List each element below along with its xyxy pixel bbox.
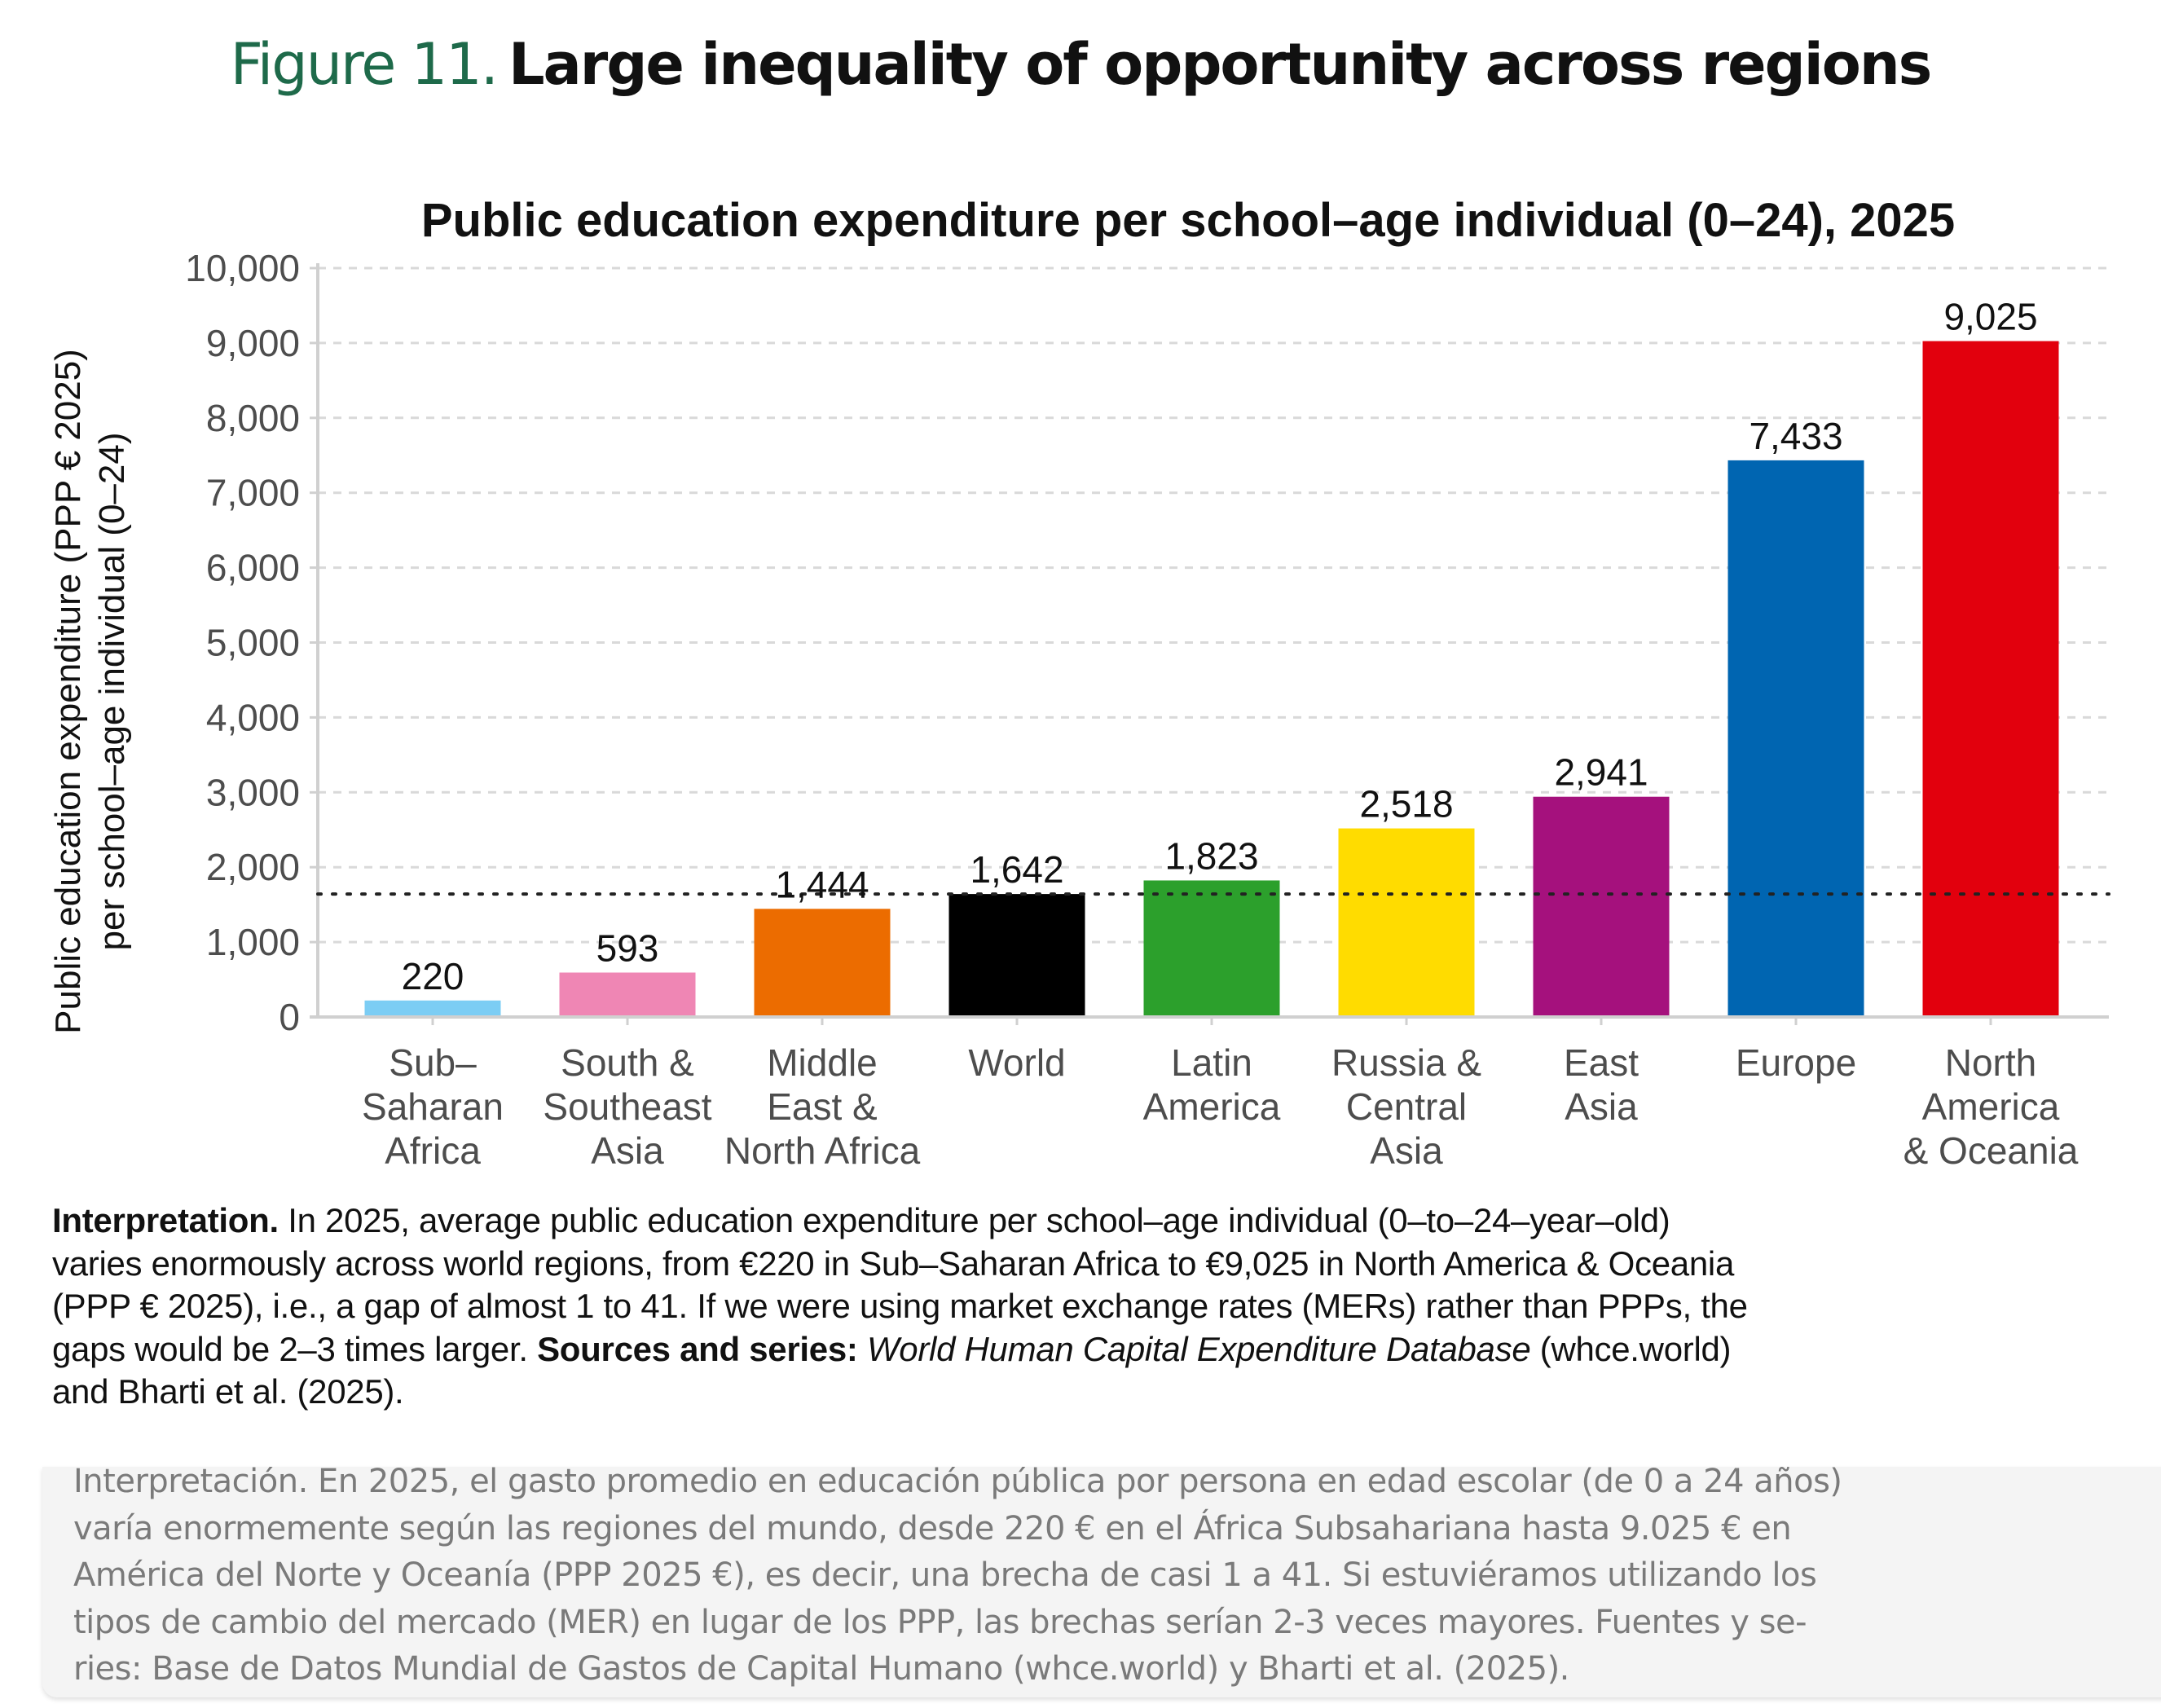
value-labels: 220 593 1,444 1,642 1,823 2,518 2,941 7,433 9,02… — [402, 296, 2038, 997]
interpretation-line: gaps would be 2–3 times larger. Sources … — [52, 1328, 2138, 1371]
value-label: 9,025 — [1943, 296, 2037, 338]
x-tick-label: South & — [561, 1041, 694, 1084]
x-tick-label: Sub– — [389, 1041, 477, 1084]
bars — [364, 341, 2059, 1017]
x-tick-label: Asia — [1565, 1085, 1638, 1128]
italic-text: World Human Capital Expenditure Database — [866, 1329, 1531, 1368]
translation-line: América del Norte y Oceanía (PPP 2025 €)… — [73, 1556, 1817, 1594]
x-tick-label: America — [1922, 1085, 2060, 1128]
x-tick-label: East — [1564, 1041, 1639, 1084]
value-label: 220 — [402, 955, 464, 997]
bar — [1533, 796, 1670, 1017]
figure-title: Figure 11. Large inequality of opportunit… — [0, 31, 2161, 98]
y-tick-label: 9,000 — [206, 322, 300, 364]
y-tick-label: 10,000 — [185, 247, 300, 289]
bold-text: Sources and series: — [537, 1329, 867, 1368]
x-tick-label: Russia & — [1331, 1041, 1481, 1084]
text: In 2025, average public education expend… — [278, 1201, 1670, 1239]
bar — [754, 909, 891, 1017]
y-tick-label: 5,000 — [206, 622, 300, 664]
interpretation-line: varies enormously across world regions, … — [52, 1243, 2138, 1286]
bar — [1338, 828, 1475, 1017]
y-axis-label: Public education expenditure (PPP € 2025… — [48, 349, 132, 1034]
y-axis-ticks: 0 1,000 2,000 3,000 4,000 5,000 6,000 7,000 8,00… — [185, 247, 318, 1038]
interpretation-line: and Bharti et al. (2025). — [52, 1371, 2138, 1414]
interpretation-line: Interpretation. In 2025, average public … — [52, 1200, 2138, 1243]
value-label: 7,433 — [1749, 415, 1842, 457]
value-label: 2,941 — [1554, 751, 1648, 794]
x-tick-label: Europe — [1736, 1041, 1856, 1084]
translation-text: Interpretación. En 2025, el gasto promed… — [73, 1467, 1842, 1693]
y-tick-label: 4,000 — [206, 696, 300, 738]
y-axis-label-line: per school–age individual (0–24) — [92, 433, 132, 951]
bar — [1727, 460, 1864, 1017]
y-tick-label: 6,000 — [206, 547, 300, 589]
bar-chart: Public education expenditure per school–… — [48, 194, 2110, 1172]
bar — [1143, 880, 1280, 1017]
chart-title: Public education expenditure per school–… — [421, 194, 1955, 247]
text: gaps would be 2–3 times larger. — [52, 1329, 538, 1368]
figure-number: Figure 11. — [230, 31, 499, 98]
bold-text: Interpretation. — [52, 1201, 279, 1239]
value-label: 593 — [596, 927, 659, 970]
value-label: 1,444 — [775, 863, 869, 905]
x-tick-label: Asia — [591, 1129, 664, 1172]
translation-line: Interpretación. En 2025, el gasto promed… — [73, 1467, 1842, 1500]
text: and Bharti et al. (2025). — [52, 1372, 404, 1411]
text: (PPP € 2025), i.e., a gap of almost 1 to… — [52, 1287, 1748, 1325]
x-tick-label: America — [1143, 1085, 1281, 1128]
y-tick-label: 0 — [279, 996, 300, 1038]
interpretation-line: (PPP € 2025), i.e., a gap of almost 1 to… — [52, 1285, 2138, 1328]
y-tick-label: 3,000 — [206, 771, 300, 813]
translation-overlay: Interpretación. En 2025, el gasto promed… — [42, 1467, 2161, 1697]
x-tick-label: North Africa — [724, 1129, 921, 1172]
bar — [559, 972, 696, 1017]
translation-line: ries: Base de Datos Mundial de Gastos de… — [73, 1650, 1569, 1688]
x-tick-label: Southeast — [543, 1085, 711, 1128]
x-tick-label: & Oceania — [1904, 1129, 2079, 1172]
figure-title-text: Large inequality of opportunity across r… — [508, 31, 1932, 98]
text: varies enormously across world regions, … — [52, 1244, 1735, 1283]
y-axis-label-line: Public education expenditure (PPP € 2025… — [48, 349, 88, 1034]
x-tick-label: Middle — [767, 1041, 878, 1084]
x-tick-label: North — [1945, 1041, 2036, 1084]
y-tick-label: 2,000 — [206, 846, 300, 888]
value-label: 1,823 — [1164, 834, 1258, 877]
bar — [364, 1000, 501, 1017]
value-label: 1,642 — [970, 848, 1063, 891]
interpretation-note: Interpretation. In 2025, average public … — [52, 1200, 2138, 1414]
x-tick-label: East & — [767, 1085, 878, 1128]
translation-line: tipos de cambio del mercado (MER) en lug… — [73, 1603, 1807, 1641]
text: (whce.world) — [1530, 1329, 1732, 1368]
translation-line: varía enormemente según las regiones del… — [73, 1509, 1792, 1547]
x-tick-label: Africa — [385, 1129, 481, 1172]
bar — [1922, 341, 2059, 1017]
x-tick-label: Saharan — [362, 1085, 504, 1128]
x-tick-label: Central — [1346, 1085, 1467, 1128]
bar — [948, 894, 1085, 1017]
y-tick-label: 7,000 — [206, 472, 300, 514]
value-label: 2,518 — [1359, 783, 1453, 825]
x-tick-label: Latin — [1171, 1041, 1252, 1084]
x-tick-label: World — [968, 1041, 1065, 1084]
y-tick-label: 1,000 — [206, 921, 300, 963]
y-tick-label: 8,000 — [206, 397, 300, 439]
x-tick-label: Asia — [1370, 1129, 1443, 1172]
axes — [310, 263, 2109, 1019]
